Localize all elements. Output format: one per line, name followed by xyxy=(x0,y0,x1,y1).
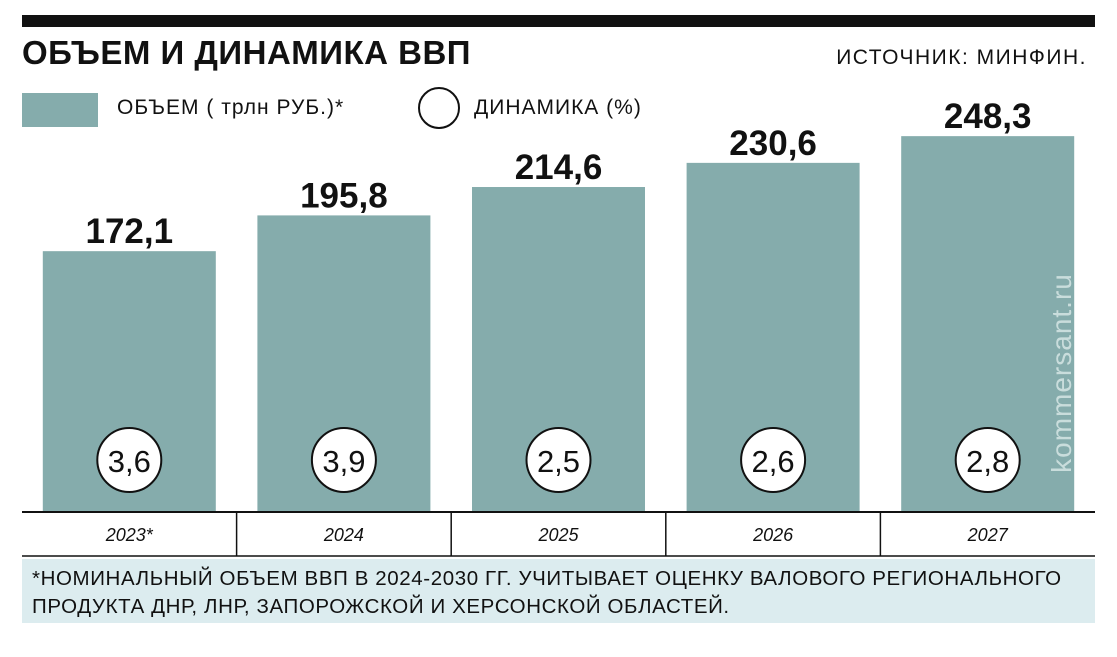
dynamics-value-label: 3,9 xyxy=(322,444,365,479)
dynamics-circle xyxy=(740,427,807,493)
bar-value-label: 172,1 xyxy=(86,212,174,251)
watermark-text: kommersant.ru xyxy=(1046,273,1077,473)
x-tick-label: 2027 xyxy=(967,525,1009,545)
legend-dynamics-circle-icon xyxy=(418,87,460,129)
footnote-box: *НОМИНАЛЬНЫЙ ОБЪЕМ ВВП В 2024-2030 ГГ. У… xyxy=(22,559,1095,623)
legend-volume-swatch xyxy=(22,93,98,127)
dynamics-value-label: 3,6 xyxy=(108,444,151,479)
bar-value-label: 195,8 xyxy=(300,176,388,215)
x-tick-label: 2023* xyxy=(105,525,154,545)
dynamics-circle xyxy=(310,427,377,493)
dynamics-value-label: 2,5 xyxy=(537,444,580,479)
watermark: kommersant.ru xyxy=(1046,248,1077,498)
x-tick-label: 2024 xyxy=(323,525,364,545)
top-rule xyxy=(22,15,1095,27)
source-label: ИСТОЧНИК: МИНФИН. xyxy=(836,46,1087,69)
chart-title: ОБЪЕМ И ДИНАМИКА ВВП xyxy=(22,34,472,71)
footnote-text: *НОМИНАЛЬНЫЙ ОБЪЕМ ВВП В 2024-2030 ГГ. У… xyxy=(32,567,1062,618)
x-tick-label: 2025 xyxy=(537,525,579,545)
legend-dynamics-label: ДИНАМИКА (%) xyxy=(474,96,642,119)
dynamics-circle xyxy=(954,427,1021,493)
bar-value-label: 248,3 xyxy=(944,97,1032,136)
dynamics-value-label: 2,6 xyxy=(752,444,795,479)
bar-value-label: 214,6 xyxy=(515,148,603,187)
legend-volume-label: ОБЪЕМ ( трлн РУБ.)* xyxy=(117,96,345,119)
dynamics-value-label: 2,8 xyxy=(966,444,1009,479)
x-tick-label: 2026 xyxy=(752,525,794,545)
dynamics-circle xyxy=(96,427,163,493)
bar-value-label: 230,6 xyxy=(729,124,817,163)
dynamics-circle xyxy=(525,427,592,493)
